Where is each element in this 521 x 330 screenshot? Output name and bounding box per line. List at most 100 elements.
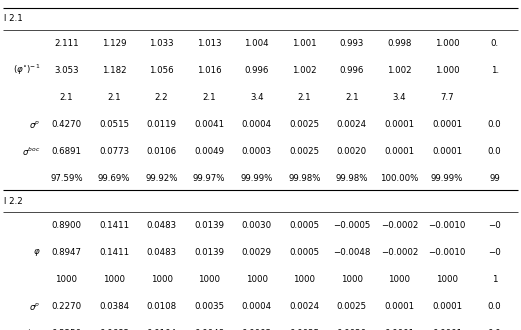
Text: 1.129: 1.129 xyxy=(102,39,126,48)
Text: $\sigma^{boc}$: $\sigma^{boc}$ xyxy=(22,145,41,158)
Text: 0.1411: 0.1411 xyxy=(99,221,129,230)
Text: 3.4: 3.4 xyxy=(393,93,406,102)
Text: 0.998: 0.998 xyxy=(387,39,412,48)
Text: 0.0106: 0.0106 xyxy=(146,147,177,156)
Text: 0.0025: 0.0025 xyxy=(289,120,319,129)
Text: −0.0010: −0.0010 xyxy=(428,221,466,230)
Text: 0.0682: 0.0682 xyxy=(99,329,129,330)
Text: 1000: 1000 xyxy=(246,275,268,284)
Text: 0.0384: 0.0384 xyxy=(99,302,129,311)
Text: 1.002: 1.002 xyxy=(387,66,412,75)
Text: 1.056: 1.056 xyxy=(150,66,174,75)
Text: 1.: 1. xyxy=(491,66,499,75)
Text: 0.0001: 0.0001 xyxy=(432,329,462,330)
Text: 0.0483: 0.0483 xyxy=(146,221,177,230)
Text: 0.0049: 0.0049 xyxy=(194,147,224,156)
Text: 7.7: 7.7 xyxy=(440,93,454,102)
Text: 0.0001: 0.0001 xyxy=(384,147,415,156)
Text: 99.97%: 99.97% xyxy=(193,174,226,183)
Text: 2.1: 2.1 xyxy=(107,93,121,102)
Text: 99.92%: 99.92% xyxy=(145,174,178,183)
Text: −0.0002: −0.0002 xyxy=(381,221,418,230)
Text: $\sigma^{boc}$: $\sigma^{boc}$ xyxy=(22,327,41,330)
Text: l 2.2: l 2.2 xyxy=(4,197,22,206)
Text: 0.0001: 0.0001 xyxy=(384,329,415,330)
Text: 0.996: 0.996 xyxy=(340,66,364,75)
Text: 99: 99 xyxy=(489,174,500,183)
Text: 0.0001: 0.0001 xyxy=(432,302,462,311)
Text: 0.0030: 0.0030 xyxy=(242,221,272,230)
Text: 1000: 1000 xyxy=(103,275,125,284)
Text: 97.59%: 97.59% xyxy=(50,174,83,183)
Text: −0: −0 xyxy=(488,221,501,230)
Text: $(\varphi^{\circ})^{-1}$: $(\varphi^{\circ})^{-1}$ xyxy=(14,63,41,78)
Text: 0.0139: 0.0139 xyxy=(194,221,224,230)
Text: 0.0119: 0.0119 xyxy=(146,120,177,129)
Text: 3.4: 3.4 xyxy=(250,93,264,102)
Text: 0.1411: 0.1411 xyxy=(99,248,129,257)
Text: 0.0003: 0.0003 xyxy=(242,329,272,330)
Text: 0.0025: 0.0025 xyxy=(289,329,319,330)
Text: 0.4270: 0.4270 xyxy=(52,120,82,129)
Text: −0.0005: −0.0005 xyxy=(333,221,370,230)
Text: 0.0024: 0.0024 xyxy=(337,120,367,129)
Text: 1000: 1000 xyxy=(436,275,458,284)
Text: 0.2270: 0.2270 xyxy=(52,302,82,311)
Text: 0.0139: 0.0139 xyxy=(194,248,224,257)
Text: $\sigma^p$: $\sigma^p$ xyxy=(29,301,41,312)
Text: −0.0002: −0.0002 xyxy=(381,248,418,257)
Text: 1000: 1000 xyxy=(56,275,78,284)
Text: 1000: 1000 xyxy=(293,275,315,284)
Text: 0.8900: 0.8900 xyxy=(52,221,81,230)
Text: 3.053: 3.053 xyxy=(54,66,79,75)
Text: 99.98%: 99.98% xyxy=(336,174,368,183)
Text: 0.993: 0.993 xyxy=(340,39,364,48)
Text: 0.0004: 0.0004 xyxy=(242,302,272,311)
Text: 1.000: 1.000 xyxy=(435,39,460,48)
Text: 1000: 1000 xyxy=(389,275,411,284)
Text: 2.1: 2.1 xyxy=(297,93,311,102)
Text: −0: −0 xyxy=(488,248,501,257)
Text: 99.99%: 99.99% xyxy=(241,174,273,183)
Text: 0.0024: 0.0024 xyxy=(289,302,319,311)
Text: 1.002: 1.002 xyxy=(292,66,317,75)
Text: 0.: 0. xyxy=(491,39,499,48)
Text: 0.0020: 0.0020 xyxy=(337,329,367,330)
Text: 0.0020: 0.0020 xyxy=(337,147,367,156)
Text: 0.0: 0.0 xyxy=(488,120,501,129)
Text: 0.0104: 0.0104 xyxy=(146,329,177,330)
Text: 1.182: 1.182 xyxy=(102,66,127,75)
Text: 0.996: 0.996 xyxy=(244,66,269,75)
Text: −0.0010: −0.0010 xyxy=(428,248,466,257)
Text: 0.0: 0.0 xyxy=(488,302,501,311)
Text: 0.0029: 0.0029 xyxy=(242,248,272,257)
Text: 0.0035: 0.0035 xyxy=(194,302,224,311)
Text: 0.0483: 0.0483 xyxy=(146,248,177,257)
Text: 0.0041: 0.0041 xyxy=(194,120,224,129)
Text: 2.111: 2.111 xyxy=(54,39,79,48)
Text: 2.1: 2.1 xyxy=(345,93,359,102)
Text: 0.6891: 0.6891 xyxy=(52,147,81,156)
Text: 1.000: 1.000 xyxy=(435,66,460,75)
Text: 1: 1 xyxy=(492,275,498,284)
Text: 2.1: 2.1 xyxy=(202,93,216,102)
Text: 0.0: 0.0 xyxy=(488,147,501,156)
Text: 1.013: 1.013 xyxy=(197,39,221,48)
Text: 99.99%: 99.99% xyxy=(431,174,463,183)
Text: 0.0025: 0.0025 xyxy=(337,302,367,311)
Text: 1.004: 1.004 xyxy=(244,39,269,48)
Text: $\varphi$: $\varphi$ xyxy=(33,247,41,258)
Text: 0.0773: 0.0773 xyxy=(99,147,129,156)
Text: 0.0003: 0.0003 xyxy=(242,147,272,156)
Text: 1.033: 1.033 xyxy=(150,39,174,48)
Text: 1000: 1000 xyxy=(341,275,363,284)
Text: −0.0048: −0.0048 xyxy=(333,248,370,257)
Text: $\sigma^p$: $\sigma^p$ xyxy=(29,119,41,130)
Text: 99.69%: 99.69% xyxy=(98,174,130,183)
Text: 0.0025: 0.0025 xyxy=(289,147,319,156)
Text: 0.0108: 0.0108 xyxy=(146,302,177,311)
Text: 0.8947: 0.8947 xyxy=(52,248,81,257)
Text: 0.0001: 0.0001 xyxy=(384,302,415,311)
Text: 0.0001: 0.0001 xyxy=(432,120,462,129)
Text: 0.0: 0.0 xyxy=(488,329,501,330)
